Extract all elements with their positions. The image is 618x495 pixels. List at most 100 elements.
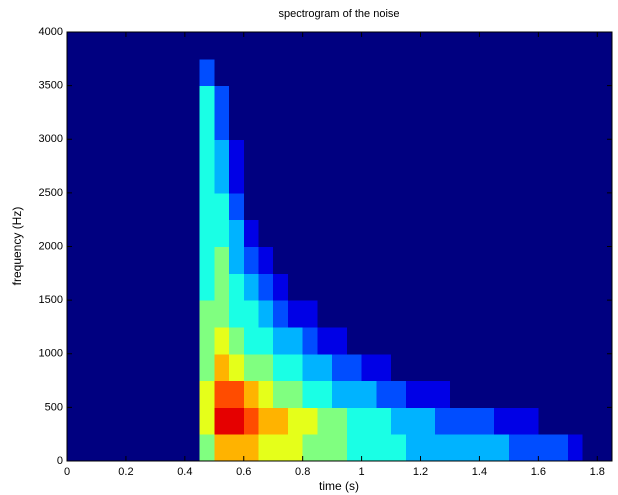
heat-cell bbox=[258, 58, 274, 87]
heat-cell bbox=[302, 273, 318, 301]
heat-cell bbox=[391, 112, 407, 140]
heat-cell bbox=[494, 166, 510, 194]
heat-cell bbox=[332, 326, 348, 355]
heat-cell bbox=[317, 32, 333, 60]
heat-cell bbox=[184, 407, 201, 435]
heat-cell bbox=[538, 166, 554, 194]
heat-cell bbox=[243, 273, 259, 301]
heat-cell bbox=[508, 326, 525, 355]
heat-cell bbox=[81, 326, 97, 355]
heat-cell bbox=[567, 326, 584, 355]
y-tick-label: 2000 bbox=[39, 240, 63, 252]
heat-cell bbox=[597, 139, 613, 167]
heat-cell bbox=[523, 219, 539, 247]
heat-cell bbox=[523, 112, 539, 140]
heat-cell bbox=[243, 166, 259, 194]
heat-cell bbox=[332, 58, 348, 87]
heat-cell bbox=[184, 166, 201, 194]
heat-cell bbox=[582, 380, 598, 408]
heat-cell bbox=[273, 353, 289, 382]
heat-cell bbox=[553, 326, 569, 355]
heat-cell bbox=[302, 112, 318, 140]
heat-cell bbox=[479, 85, 495, 113]
heat-cell bbox=[287, 58, 304, 87]
heat-cell bbox=[81, 300, 97, 328]
heat-cell bbox=[508, 300, 525, 328]
heat-cell bbox=[582, 407, 598, 435]
heat-cell bbox=[420, 407, 436, 435]
heat-cell bbox=[538, 58, 554, 87]
heat-cell bbox=[332, 407, 348, 435]
heat-cell bbox=[273, 85, 289, 113]
heat-cell bbox=[361, 32, 377, 60]
heat-cell bbox=[435, 434, 451, 462]
x-tick-label: 1 bbox=[359, 466, 365, 478]
heat-cell bbox=[170, 246, 186, 274]
heat-cell bbox=[523, 58, 539, 87]
heat-cell bbox=[582, 434, 598, 462]
heat-cell bbox=[582, 326, 598, 355]
heat-cell bbox=[405, 219, 422, 247]
heat-cell bbox=[170, 112, 186, 140]
heat-cell bbox=[287, 32, 304, 60]
heat-cell bbox=[479, 32, 495, 60]
heat-cell bbox=[302, 407, 318, 435]
heat-cell bbox=[435, 58, 451, 87]
heat-cell bbox=[332, 434, 348, 462]
heat-cell bbox=[567, 219, 584, 247]
heat-cell bbox=[125, 166, 142, 194]
heat-cell bbox=[420, 219, 436, 247]
heat-cell bbox=[582, 112, 598, 140]
heat-cell bbox=[258, 246, 274, 274]
heat-cell bbox=[435, 219, 451, 247]
heat-cell bbox=[332, 300, 348, 328]
heat-cell bbox=[553, 434, 569, 462]
heat-cell bbox=[214, 112, 230, 140]
heat-cell bbox=[376, 192, 392, 221]
heat-cell bbox=[140, 219, 156, 247]
heat-cell bbox=[494, 434, 510, 462]
heat-cell bbox=[199, 166, 215, 194]
heat-cell bbox=[111, 326, 127, 355]
heat-cell bbox=[435, 85, 451, 113]
heat-cell bbox=[597, 192, 613, 221]
heat-cell bbox=[420, 246, 436, 274]
heat-cell bbox=[464, 58, 480, 87]
heat-cell bbox=[229, 32, 245, 60]
heat-cell bbox=[597, 32, 613, 60]
heat-cell bbox=[125, 353, 142, 382]
heat-cell bbox=[391, 58, 407, 87]
heat-cell bbox=[567, 300, 584, 328]
heat-cell bbox=[111, 407, 127, 435]
heat-cell bbox=[449, 219, 466, 247]
heat-cell bbox=[184, 219, 201, 247]
heat-cell bbox=[376, 166, 392, 194]
heat-cell bbox=[361, 166, 377, 194]
heat-cell bbox=[67, 32, 83, 60]
heat-cell bbox=[243, 32, 259, 60]
heat-cell bbox=[302, 326, 318, 355]
heat-cell bbox=[214, 219, 230, 247]
heat-cell bbox=[464, 219, 480, 247]
heat-cell bbox=[567, 58, 584, 87]
heat-cell bbox=[302, 58, 318, 87]
heat-cell bbox=[96, 300, 112, 328]
heat-cell bbox=[346, 353, 363, 382]
heat-cell bbox=[317, 300, 333, 328]
heat-cell bbox=[125, 434, 142, 462]
heat-cell bbox=[258, 139, 274, 167]
heat-cell bbox=[479, 58, 495, 87]
heat-cell bbox=[140, 85, 156, 113]
heat-cell bbox=[435, 139, 451, 167]
heat-cell bbox=[435, 380, 451, 408]
heat-cell bbox=[155, 300, 171, 328]
heat-cell bbox=[391, 85, 407, 113]
heat-cell bbox=[523, 300, 539, 328]
heat-cell bbox=[553, 166, 569, 194]
heat-cell bbox=[317, 85, 333, 113]
heat-cell bbox=[81, 85, 97, 113]
heat-cell bbox=[449, 85, 466, 113]
y-tick-label: 3000 bbox=[39, 133, 63, 145]
heat-cell bbox=[170, 192, 186, 221]
